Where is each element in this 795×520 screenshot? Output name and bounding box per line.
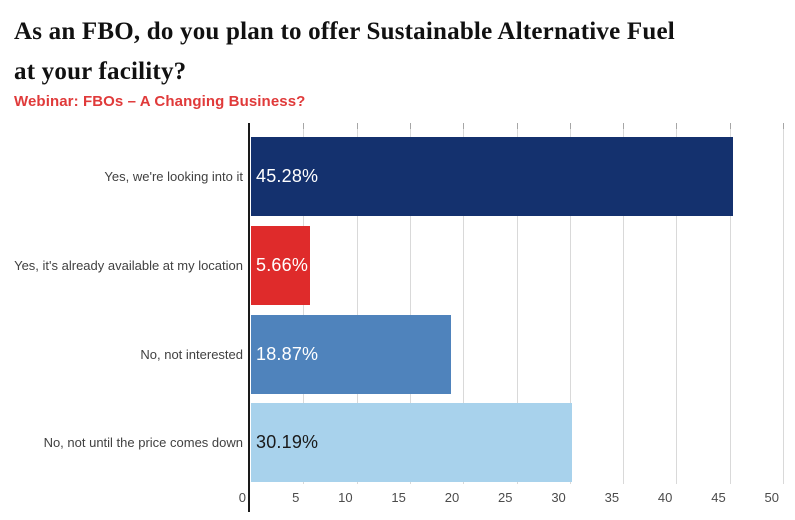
x-tick-label: 30 [551,490,566,505]
x-gridline [516,129,518,484]
x-tick-label: 10 [338,490,353,505]
x-tick-label: 25 [498,490,513,505]
x-axis-tick-mark [676,123,678,129]
x-axis-tick-mark [463,123,465,129]
x-axis-tick-mark [569,123,571,129]
x-axis-tick-mark [303,123,305,129]
category-label: No, not until the price comes down [43,435,243,451]
bar-value-label: 45.28% [256,166,319,186]
x-axis-tick-mark [623,123,625,129]
bar [251,137,733,216]
y-axis-line [248,123,250,512]
x-axis-tick-mark [409,123,411,129]
x-axis-tick-mark [783,123,784,129]
chart-subtitle: Webinar: FBOs – A Changing Business? [14,93,306,110]
category-label: No, not interested [140,346,243,362]
x-gridline [676,129,678,484]
x-gridline [356,129,358,484]
x-tick-label: 40 [657,490,673,505]
x-tick-label: 15 [391,490,406,505]
category-label: Yes, we're looking into it [104,169,243,184]
bar-value-label: 30.19% [256,432,319,453]
x-tick-label: 35 [604,490,620,505]
bar-value-label: 5.66% [256,254,309,275]
x-gridline [463,129,465,484]
x-gridline [729,129,731,484]
x-gridline [623,129,625,484]
bar-value-label: 18.87% [256,343,319,364]
x-tick-label: 20 [444,490,460,505]
x-axis-tick-mark [729,123,731,129]
chart-title: As an FBO, do you plan to offer Sustaina… [14,18,675,85]
x-tick-label: 0 [238,490,246,505]
bar [251,225,311,305]
x-gridline [569,129,571,484]
x-axis-tick-mark [356,123,358,129]
category-label: Yes, it's already available at my locati… [14,257,243,273]
bar [251,314,452,394]
x-gridline [409,129,411,484]
x-gridline [303,129,305,484]
x-tick-label: 5 [292,490,300,505]
x-axis-tick-mark [516,123,518,129]
x-gridline [783,129,784,484]
x-tick-label: 45 [711,490,726,505]
bar [251,403,572,483]
x-tick-label: 50 [764,490,779,505]
